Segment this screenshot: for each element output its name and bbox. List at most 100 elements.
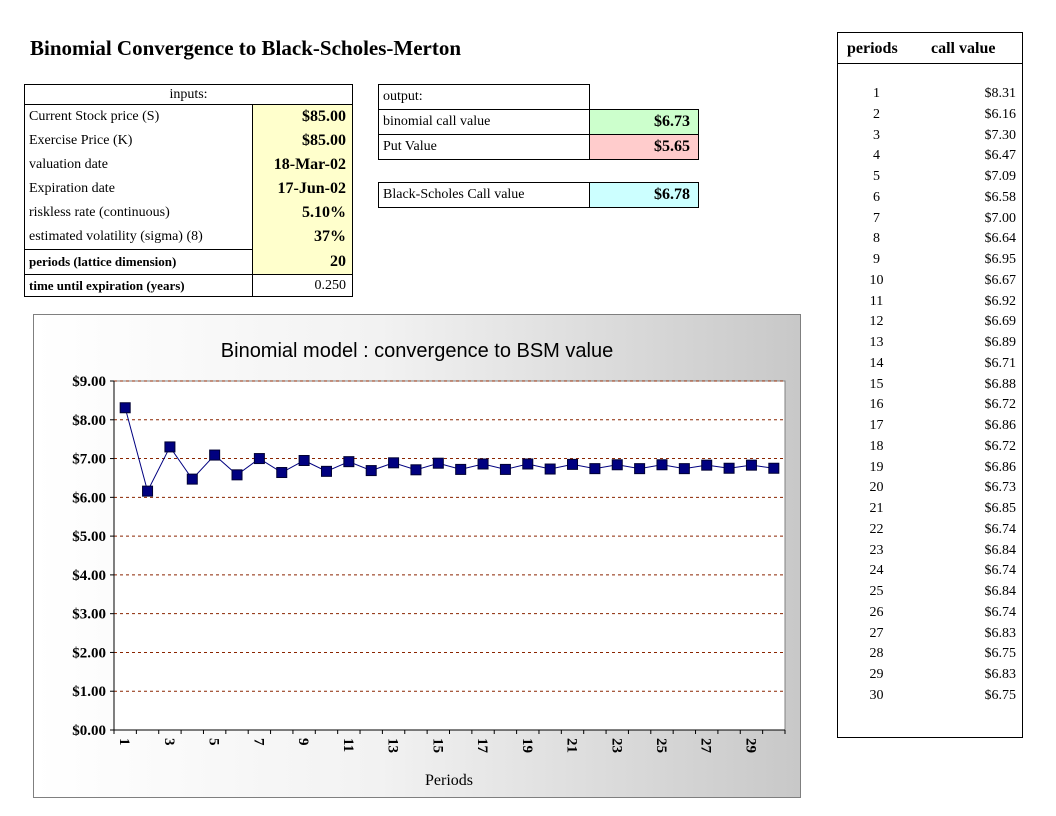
call-value[interactable]: $6.72 [984,438,1017,454]
table-row: 16 $6.72 [838,397,1022,417]
data-point [343,456,355,468]
plot-area [113,380,786,731]
riskless-rate-cell[interactable]: 5.10% [252,201,353,225]
call-value[interactable]: $6.74 [984,521,1017,537]
volatility-cell[interactable]: 37% [252,225,353,250]
black-scholes-value[interactable]: $6.78 [589,182,699,208]
period-number: 10 [869,272,884,288]
call-value[interactable]: $6.72 [984,397,1017,413]
period-number: 22 [869,521,884,537]
data-point [567,458,579,470]
periods-cell[interactable]: 20 [252,249,353,275]
table-row: 6 $6.58 [838,190,1022,210]
data-point [678,463,690,475]
table-row: 15 $6.88 [838,377,1022,397]
period-number: 17 [869,418,884,433]
call-value[interactable]: $7.00 [984,210,1017,226]
input-label: Expiration date [24,177,253,201]
data-point [611,459,623,471]
x-tick-label: 9 [295,738,311,746]
call-value[interactable]: $6.84 [984,584,1017,599]
stock-price-cell[interactable]: $85.00 [252,104,353,129]
call-value[interactable]: $6.83 [984,667,1017,682]
call-value[interactable]: $6.89 [984,335,1017,350]
data-point [142,485,154,497]
valuation-date-cell[interactable]: 18-Mar-02 [252,153,353,177]
data-point [209,449,221,461]
x-tick-label: 25 [653,738,669,753]
table-row: 7 $7.00 [838,211,1022,231]
data-point [119,402,131,414]
inputs-header: inputs: [24,84,353,105]
call-value[interactable]: $8.31 [984,86,1017,101]
y-tick-label: $1.00 [72,684,106,700]
table-row: 13 $6.89 [838,335,1022,355]
table-row: 17 $6.86 [838,418,1022,438]
call-value[interactable]: $6.83 [984,625,1017,641]
call-value[interactable]: $6.74 [984,604,1017,620]
period-number: 24 [869,563,884,579]
put-value[interactable]: $5.65 [589,133,699,160]
call-value[interactable]: $6.67 [984,272,1017,288]
period-number: 7 [873,210,880,226]
y-tick-label: $2.00 [72,645,106,661]
call-value[interactable]: $6.88 [984,376,1017,392]
binomial-call-value[interactable]: $6.73 [589,108,699,135]
input-label: Current Stock price (S) [24,104,253,129]
table-row: 27 $6.83 [838,626,1022,646]
call-value[interactable]: $6.58 [984,189,1017,205]
call-value-column-header: call value [931,40,996,57]
period-number: 27 [869,625,884,641]
call-value[interactable]: $6.85 [984,501,1017,516]
output-table: output: binomial call value $6.73 Put Val… [378,84,699,160]
x-tick-label: 3 [161,738,177,746]
data-point [745,459,757,471]
expiration-date-cell[interactable]: 17-Jun-02 [252,177,353,201]
call-value[interactable]: $6.95 [984,252,1017,267]
output-header: output: [378,84,590,110]
call-value[interactable]: $6.92 [984,293,1017,309]
data-point [522,458,534,470]
x-tick-label: 5 [206,738,222,746]
period-number: 1 [873,86,880,101]
y-tick-label: $5.00 [72,529,106,545]
call-value[interactable]: $6.71 [984,355,1017,371]
x-axis-label: Periods [425,772,473,789]
call-value[interactable]: $6.16 [984,106,1017,122]
call-value[interactable]: $6.73 [984,480,1017,496]
y-tick-label: $0.00 [72,723,106,739]
call-value[interactable]: $7.09 [984,169,1017,184]
call-value[interactable]: $6.84 [984,542,1017,558]
y-tick-label: $8.00 [72,413,106,429]
period-number: 11 [869,293,884,309]
call-value[interactable]: $7.30 [984,127,1017,143]
call-value[interactable]: $6.69 [984,314,1017,330]
call-value[interactable]: $6.47 [984,148,1017,164]
call-value[interactable]: $6.86 [984,418,1017,433]
black-scholes-table: Black-Scholes Call value $6.78 [378,182,699,208]
periods-column-header: periods [847,40,898,57]
black-scholes-label: Black-Scholes Call value [378,182,590,208]
table-row: 4 $6.47 [838,148,1022,168]
x-tick-label: 21 [564,738,580,753]
call-value[interactable]: $6.86 [984,459,1017,475]
data-point [298,454,310,466]
input-label: riskless rate (continuous) [24,201,253,225]
call-value[interactable]: $6.64 [984,231,1017,247]
call-value[interactable]: $6.75 [984,646,1017,662]
x-tick-label: 15 [429,738,445,753]
data-point [589,463,601,475]
input-label: estimated volatility (sigma) (8) [24,225,253,250]
table-row: 29 $6.83 [838,667,1022,687]
call-value[interactable]: $6.74 [984,563,1017,579]
period-number: 28 [869,646,884,662]
period-number: 2 [873,106,880,122]
y-tick-label: $9.00 [72,374,106,390]
time-value-cell[interactable]: 0.250 [252,274,353,297]
exercise-price-cell[interactable]: $85.00 [252,129,353,153]
period-number: 21 [869,501,884,516]
call-value[interactable]: $6.75 [984,687,1017,703]
period-number: 3 [873,127,880,143]
data-point [634,463,646,475]
table-row: 1 $8.31 [838,86,1022,106]
